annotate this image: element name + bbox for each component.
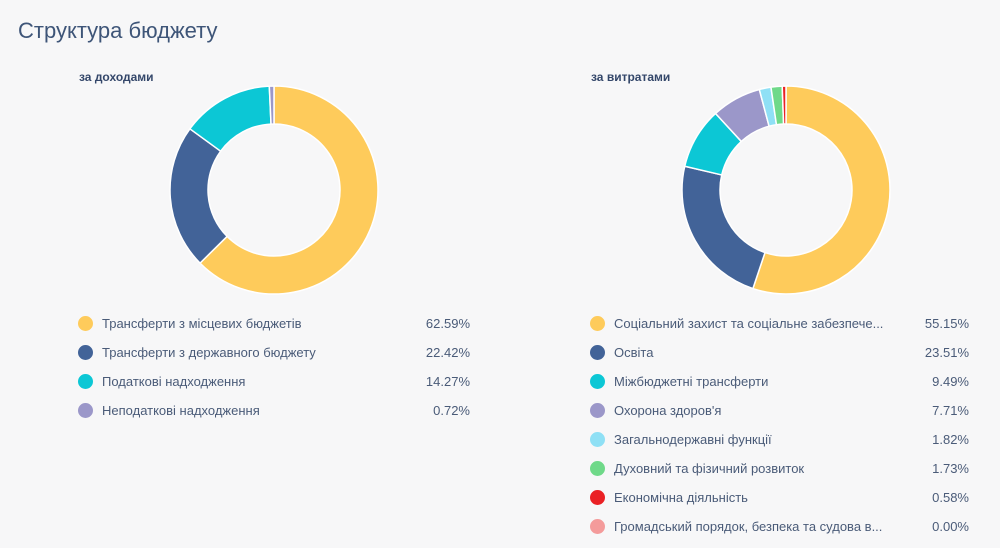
legend-value: 62.59% xyxy=(425,316,470,331)
donut-slice[interactable] xyxy=(199,85,379,295)
legend-label: Міжбюджетні трансферти xyxy=(614,374,769,389)
legend-item[interactable]: Соціальний захист та соціальне забезпече… xyxy=(574,309,969,338)
legend-color-dot-icon xyxy=(590,403,605,418)
legend-item[interactable]: Трансферти з місцевих бюджетів 62.59% xyxy=(62,309,470,338)
legend-item[interactable]: Неподаткові надходження 0.72% xyxy=(62,396,470,425)
donut-slice[interactable] xyxy=(681,165,766,290)
donut-slice[interactable] xyxy=(752,85,891,295)
legend-color-dot-icon xyxy=(590,490,605,505)
income-chart-panel: за доходами Трансферти з місцевих бюджет… xyxy=(62,60,482,540)
legend-label: Громадський порядок, безпека та судова в… xyxy=(614,519,883,534)
legend-value: 22.42% xyxy=(425,345,470,360)
legend-item[interactable]: Громадський порядок, безпека та судова в… xyxy=(574,512,969,541)
legend-item[interactable]: Економічна діяльність 0.58% xyxy=(574,483,969,512)
legend-label: Духовний та фізичний розвиток xyxy=(614,461,805,476)
legend-item[interactable]: Духовний та фізичний розвиток 1.73% xyxy=(574,454,969,483)
legend-color-dot-icon xyxy=(590,374,605,389)
legend-color-dot-icon xyxy=(590,316,605,331)
income-donut-chart xyxy=(169,85,379,295)
legend-value: 7.71% xyxy=(932,403,969,418)
legend-value: 9.49% xyxy=(932,374,969,389)
expense-legend: Соціальний захист та соціальне забезпече… xyxy=(574,309,994,541)
legend-color-dot-icon xyxy=(78,374,93,389)
legend-value: 0.58% xyxy=(932,490,969,505)
legend-item[interactable]: Податкові надходження 14.27% xyxy=(62,367,470,396)
legend-value: 0.72% xyxy=(433,403,470,418)
legend-value: 55.15% xyxy=(924,316,969,331)
legend-color-dot-icon xyxy=(78,316,93,331)
legend-label: Охорона здоров'я xyxy=(614,403,722,418)
expense-chart-title: за витратами xyxy=(591,70,671,84)
income-chart-title: за доходами xyxy=(79,70,154,84)
expense-donut-chart xyxy=(681,85,891,295)
page-title: Структура бюджету xyxy=(18,18,218,43)
legend-item[interactable]: Трансферти з державного бюджету 22.42% xyxy=(62,338,470,367)
donut-slice[interactable] xyxy=(268,85,275,125)
legend-color-dot-icon xyxy=(590,519,605,534)
legend-value: 0.00% xyxy=(932,519,969,534)
legend-color-dot-icon xyxy=(78,345,93,360)
legend-value: 23.51% xyxy=(924,345,969,360)
legend-value: 1.82% xyxy=(932,432,969,447)
legend-label: Соціальний захист та соціальне забезпече… xyxy=(614,316,884,331)
legend-label: Трансферти з місцевих бюджетів xyxy=(102,316,302,331)
legend-color-dot-icon xyxy=(78,403,93,418)
legend-label: Загальнодержавні функції xyxy=(614,432,772,447)
legend-label: Податкові надходження xyxy=(102,374,246,389)
donut-slice[interactable] xyxy=(781,85,787,125)
legend-label: Освіта xyxy=(614,345,654,360)
legend-item[interactable]: Загальнодержавні функції 1.82% xyxy=(574,425,969,454)
legend-value: 14.27% xyxy=(425,374,470,389)
legend-item[interactable]: Охорона здоров'я 7.71% xyxy=(574,396,969,425)
legend-label: Трансферти з державного бюджету xyxy=(102,345,316,360)
legend-item[interactable]: Освіта 23.51% xyxy=(574,338,969,367)
legend-color-dot-icon xyxy=(590,461,605,476)
legend-label: Економічна діяльність xyxy=(614,490,748,505)
legend-color-dot-icon xyxy=(590,345,605,360)
legend-label: Неподаткові надходження xyxy=(102,403,260,418)
legend-color-dot-icon xyxy=(590,432,605,447)
expense-chart-panel: за витратами Соціальний захист та соціал… xyxy=(574,60,994,540)
legend-item[interactable]: Міжбюджетні трансферти 9.49% xyxy=(574,367,969,396)
legend-value: 1.73% xyxy=(932,461,969,476)
income-legend: Трансферти з місцевих бюджетів 62.59% Тран… xyxy=(62,309,482,425)
